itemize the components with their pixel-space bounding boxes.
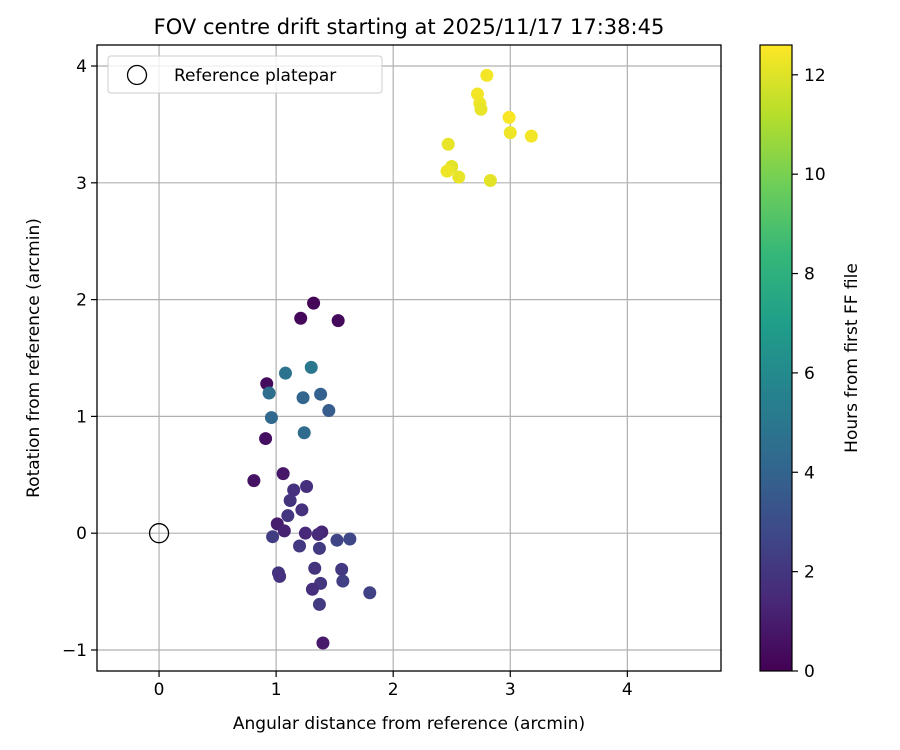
colorbar-tick-label: 10 bbox=[804, 165, 826, 185]
colorbar-tick-label: 12 bbox=[804, 66, 826, 86]
y-tick-label: 0 bbox=[76, 524, 87, 544]
legend-marker-icon bbox=[126, 64, 148, 86]
y-tick-label: 1 bbox=[76, 407, 87, 427]
data-point bbox=[300, 479, 314, 493]
colorbar-tick-label: 4 bbox=[804, 463, 815, 483]
data-point bbox=[335, 562, 349, 576]
data-point bbox=[266, 530, 280, 544]
data-point bbox=[316, 636, 330, 650]
data-point bbox=[308, 561, 322, 575]
data-point bbox=[247, 474, 261, 488]
data-point bbox=[259, 432, 273, 446]
data-point bbox=[297, 426, 311, 440]
scatter-points bbox=[148, 68, 538, 650]
data-point bbox=[343, 532, 357, 546]
legend-box bbox=[107, 55, 383, 94]
data-point bbox=[293, 539, 307, 553]
x-tick-label: 4 bbox=[622, 680, 633, 700]
y-axis: −1 0 1 2 3 4 bbox=[62, 57, 97, 661]
data-point bbox=[503, 126, 517, 140]
data-point bbox=[307, 296, 321, 310]
colorbar-tick-label: 2 bbox=[804, 563, 815, 583]
data-point bbox=[283, 493, 297, 507]
data-point bbox=[262, 386, 276, 400]
colorbar-tick-label: 0 bbox=[804, 662, 815, 682]
data-point bbox=[294, 311, 308, 325]
colorbar-label: Hours from first FF file bbox=[842, 263, 862, 453]
x-tick-label: 2 bbox=[388, 680, 399, 700]
legend-label: Reference platepar bbox=[174, 66, 336, 86]
data-point bbox=[312, 597, 326, 611]
plot-area bbox=[97, 45, 721, 671]
data-point bbox=[287, 483, 301, 497]
data-point bbox=[483, 173, 497, 187]
x-tick-label: 3 bbox=[505, 680, 516, 700]
reference-platepar-marker bbox=[148, 523, 170, 544]
data-point bbox=[277, 524, 291, 538]
y-tick-label: 3 bbox=[76, 174, 87, 194]
data-point bbox=[304, 360, 318, 374]
legend: Reference platepar bbox=[107, 55, 383, 94]
colorbar-ticks: 0 2 4 6 8 10 12 bbox=[792, 66, 826, 682]
data-point bbox=[474, 102, 488, 116]
data-point bbox=[502, 110, 516, 124]
data-point bbox=[273, 569, 287, 583]
y-tick-label: 4 bbox=[76, 57, 87, 77]
data-point bbox=[322, 404, 336, 418]
x-axis: 0 1 2 3 4 bbox=[154, 671, 633, 700]
colorbar-tick-label: 8 bbox=[804, 265, 815, 285]
data-point bbox=[480, 68, 494, 82]
grid-lines bbox=[97, 45, 721, 671]
data-point bbox=[264, 411, 278, 425]
data-point bbox=[311, 527, 325, 541]
x-axis-label: Angular distance from reference (arcmin) bbox=[233, 714, 585, 734]
plot-frame bbox=[96, 44, 722, 672]
data-point bbox=[440, 164, 454, 178]
data-point bbox=[441, 137, 455, 151]
data-point bbox=[336, 574, 350, 588]
data-point bbox=[363, 586, 377, 600]
data-point bbox=[276, 467, 290, 481]
data-point bbox=[312, 541, 326, 555]
data-point bbox=[452, 170, 466, 184]
data-point bbox=[524, 129, 538, 143]
data-point bbox=[295, 503, 309, 517]
data-point bbox=[305, 582, 319, 596]
data-point bbox=[298, 526, 312, 540]
data-point bbox=[314, 387, 328, 401]
data-point bbox=[278, 366, 292, 380]
y-axis-label: Rotation from reference (arcmin) bbox=[24, 218, 44, 498]
colorbar-gradient bbox=[759, 44, 793, 672]
data-point bbox=[331, 314, 345, 328]
x-tick-label: 1 bbox=[271, 680, 282, 700]
data-point bbox=[281, 509, 295, 523]
colorbar-tick-label: 6 bbox=[804, 364, 815, 384]
chart-title: FOV centre drift starting at 2025/11/17 … bbox=[154, 15, 665, 39]
y-tick-label: −1 bbox=[62, 641, 87, 661]
colorbar: 0 2 4 6 8 10 12 Hours from first FF file bbox=[759, 44, 862, 682]
data-point bbox=[330, 533, 344, 547]
x-tick-label: 0 bbox=[154, 680, 165, 700]
y-tick-label: 2 bbox=[76, 291, 87, 311]
data-point bbox=[296, 391, 310, 405]
